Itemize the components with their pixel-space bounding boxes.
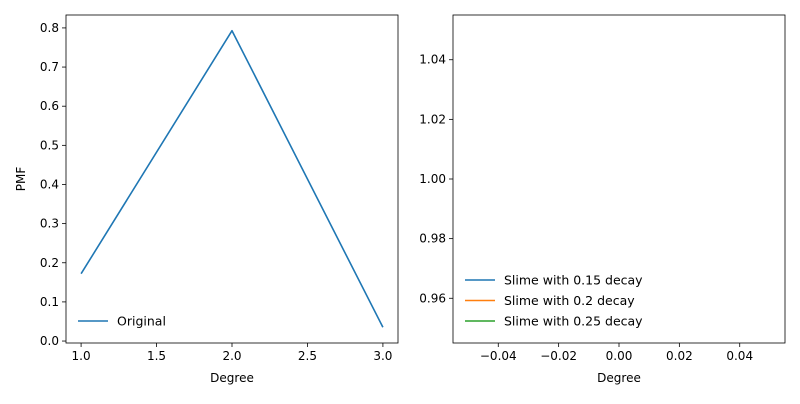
y-tick-label: 0.2 — [40, 256, 59, 270]
x-tick-label: 3.0 — [373, 349, 392, 363]
x-tick-label: 1.0 — [72, 349, 91, 363]
legend-label: Slime with 0.15 decay — [504, 273, 643, 288]
y-tick-label: 1.02 — [419, 112, 446, 126]
legend-label: Slime with 0.2 decay — [504, 293, 635, 308]
x-tick-label: 2.0 — [222, 349, 241, 363]
x-tick-label: 1.5 — [147, 349, 166, 363]
x-tick-label: 0.02 — [666, 349, 693, 363]
x-tick-label: −0.02 — [540, 349, 577, 363]
x-tick-label: 0.00 — [606, 349, 633, 363]
legend-label: Original — [117, 314, 166, 329]
chart-panel-2: −0.04 −0.02 0.00 0.02 0.04 0.96 0.98 1.00 1.02 1.… — [419, 14, 786, 385]
y-tick-label: 0.4 — [40, 177, 59, 191]
y-tick-label: 0.6 — [40, 99, 59, 113]
legend-label: Slime with 0.25 decay — [504, 314, 643, 329]
series-line-1 — [80, 29, 384, 328]
y-tick-label: 0.3 — [40, 217, 59, 231]
x-axis-label: Degree — [597, 371, 641, 385]
x-axis-label: Degree — [210, 371, 254, 385]
x-tick-label: 2.5 — [298, 349, 317, 363]
y-tick-label: 0.8 — [40, 21, 59, 35]
chart-panel-1: 1.0 1.5 2.0 2.5 3.0 0.0 0.1 0.2 0.3 0.4 0.5 0.6 0.7 0… — [14, 14, 399, 385]
legend: Original — [78, 314, 166, 329]
x-tick-label: 0.04 — [726, 349, 753, 363]
y-tick-label: 0.5 — [40, 138, 59, 152]
legend: Slime with 0.15 decay Slime with 0.2 deca… — [465, 273, 643, 329]
y-tick-label: 0.1 — [40, 295, 59, 309]
y-tick-label: 1.00 — [419, 172, 446, 186]
x-tick-label: −0.04 — [480, 349, 517, 363]
y-tick-label: 0.96 — [419, 291, 446, 305]
y-tick-label: 0.0 — [40, 334, 59, 348]
y-tick-label: 0.98 — [419, 232, 446, 246]
y-tick-label: 0.7 — [40, 60, 59, 74]
y-axis-label: PMF — [14, 167, 28, 192]
y-tick-label: 1.04 — [419, 53, 446, 67]
